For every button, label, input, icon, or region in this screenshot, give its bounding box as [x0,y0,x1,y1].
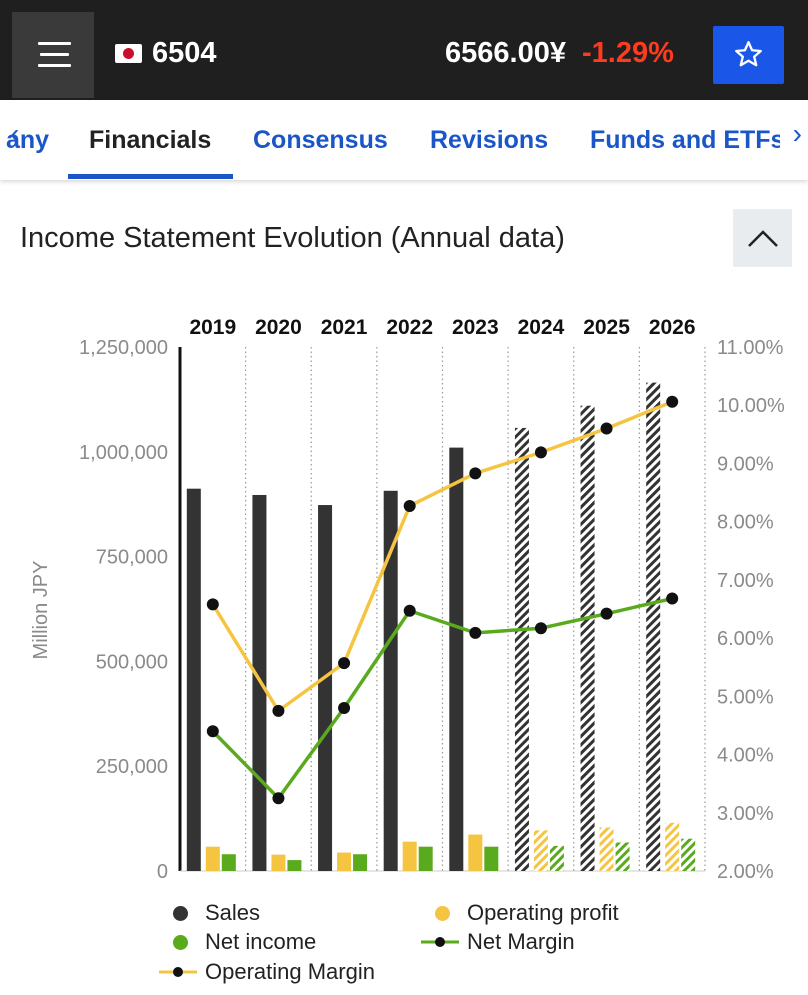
stock-price: 6566.00¥ [445,37,566,69]
y2-tick-label: 2.00% [717,861,774,883]
bar-sales [646,382,661,871]
bar-operating-profit [468,834,483,871]
point-net-margin [403,604,416,617]
x-tick-label: 2025 [583,316,630,339]
tab-financials[interactable]: Financials [89,126,212,154]
bar-operating-profit [665,822,680,871]
x-tick-label: 2024 [518,316,565,339]
x-tick-label: 2022 [386,316,433,339]
bar-sales [580,405,595,871]
point-operating-margin [206,598,219,611]
legend-item-operating-profit: Operating profit [435,900,619,926]
y2-tick-label: 3.00% [717,803,774,825]
y-tick-label: 1,250,000 [79,337,168,359]
top-bar: 6504 6566.00¥ -1.29% [0,0,808,100]
legend-dot-icon [435,906,450,921]
bar-sales [383,490,398,871]
point-net-margin [534,622,547,635]
price-change: -1.29% [582,37,674,69]
bar-net-income [353,854,368,871]
point-operating-margin [338,657,351,670]
bar-net-income [681,838,696,871]
point-net-margin [206,725,219,738]
x-tick-label: 2026 [649,316,696,339]
legend-line-icon [159,967,197,977]
legend-line-icon [421,937,459,947]
bar-sales [514,427,529,871]
tab-consensus[interactable]: Consensus [253,126,388,154]
y2-tick-label: 9.00% [717,453,774,475]
bar-operating-profit [337,852,352,871]
bar-operating-profit [402,841,417,871]
point-net-margin [600,607,613,620]
chart-legend: Sales Operating profit Net income Net Ma… [0,895,808,995]
bar-sales [318,505,333,871]
point-operating-margin [403,499,416,512]
point-operating-margin [272,704,285,717]
x-tick-label: 2021 [321,316,368,339]
tab-company[interactable]: any [6,126,50,154]
collapse-button[interactable] [733,209,792,267]
point-net-margin [469,626,482,639]
y2-tick-label: 11.00% [717,337,784,359]
legend-dot-icon [173,906,188,921]
ticker-symbol: 6504 [152,37,217,69]
chevron-up-icon [748,230,778,247]
bar-net-income [418,846,433,871]
tab-bar: ‹ any Financials Consensus Revisions Fun… [0,100,808,180]
y2-tick-label: 6.00% [717,628,774,650]
y-tick-label: 1,000,000 [79,442,168,464]
y2-tick-label: 5.00% [717,686,774,708]
y2-tick-label: 7.00% [717,570,774,592]
point-operating-margin [534,446,547,459]
point-operating-margin [666,395,679,408]
y-tick-label: 250,000 [96,756,168,778]
y-tick-label: 750,000 [96,547,168,569]
x-tick-label: 2020 [255,316,302,339]
active-tab-indicator [68,174,233,179]
legend-item-sales: Sales [173,900,260,926]
hamburger-icon[interactable] [12,12,94,98]
bar-sales [186,488,201,871]
x-tick-label: 2019 [189,316,236,339]
bar-operating-profit [533,830,548,871]
bar-operating-profit [599,827,614,871]
point-net-margin [338,701,351,714]
bar-net-income [484,846,499,871]
y2-tick-label: 10.00% [717,395,785,417]
star-icon [735,41,762,67]
legend-item-operating-margin: Operating Margin [159,959,375,985]
tab-revisions[interactable]: Revisions [430,126,549,154]
y2-tick-label: 8.00% [717,512,774,534]
line-net-margin [211,596,673,800]
point-net-margin [666,592,679,605]
point-operating-margin [600,422,613,435]
bar-net-income [287,860,302,871]
chevron-right-icon[interactable]: › [792,118,802,149]
x-tick-label: 2023 [452,316,499,339]
y-axis-label: Million JPY [30,561,52,660]
legend-item-net-margin: Net Margin [421,929,575,955]
y-tick-label: 0 [157,861,168,883]
bar-sales [449,447,464,871]
section-title: Income Statement Evolution (Annual data) [20,222,565,254]
point-operating-margin [469,467,482,480]
bar-net-income [221,854,236,871]
bar-net-income [549,845,564,871]
tab-funds-etfs[interactable]: Funds and ETFs [590,126,780,154]
bar-net-income [615,842,630,871]
income-statement-chart: 0 250,000 500,000 750,000 1,000,000 1,250,000… [30,316,785,883]
chevron-left-icon[interactable]: ‹ [10,118,20,149]
y2-tick-label: 4.00% [717,745,774,767]
line-operating-margin [211,400,673,713]
watchlist-button[interactable] [713,26,784,84]
legend-item-net-income: Net income [173,929,316,955]
point-net-margin [272,792,285,805]
bar-operating-profit [271,854,286,871]
japan-flag-icon [115,44,142,63]
y-tick-label: 500,000 [96,651,168,673]
legend-dot-icon [173,935,188,950]
bar-operating-profit [205,846,220,871]
